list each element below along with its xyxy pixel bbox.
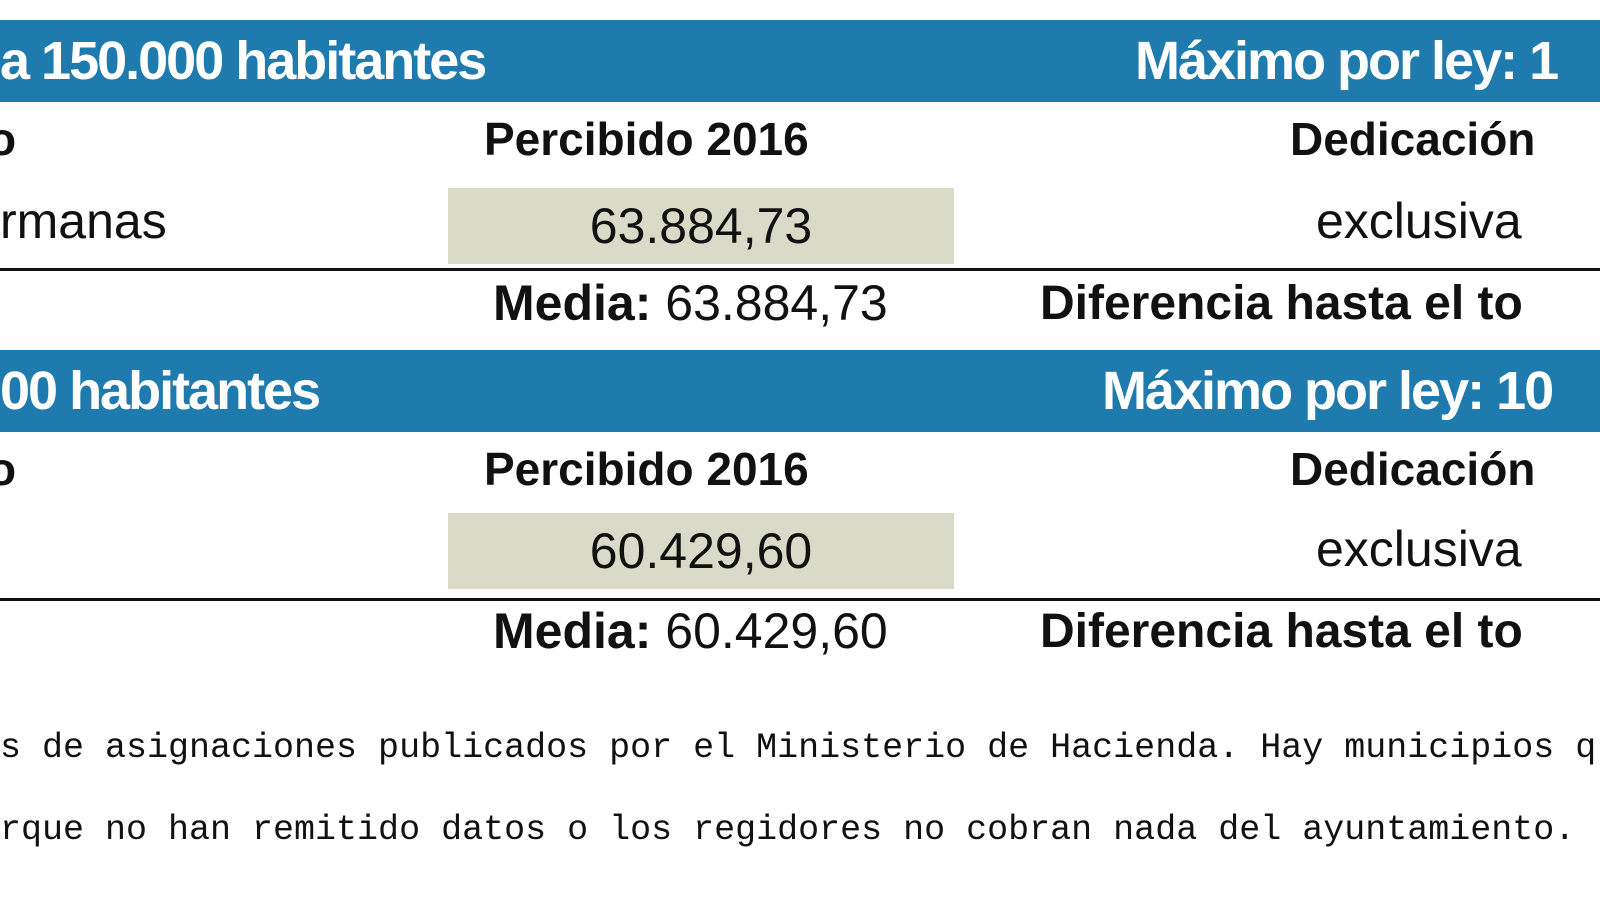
footnote-line-2: rque no han remitido datos o los regidor… xyxy=(0,810,1576,850)
section-1-divider xyxy=(0,268,1600,271)
footnote-line-1: s de asignaciones publicados por el Mini… xyxy=(0,728,1597,768)
section-2-media-value: 60.429,60 xyxy=(665,603,888,659)
section-2-title: 00 habitantes xyxy=(0,361,321,421)
section-1-header-band: a 150.000 habitantes Máximo por ley: 1 xyxy=(0,20,1600,102)
section-1-media-value: 63.884,73 xyxy=(665,275,888,331)
section-1-col-percibido: Percibido 2016 xyxy=(484,113,809,165)
section-1-title: a 150.000 habitantes xyxy=(0,31,487,91)
section-2-media-label: Media: xyxy=(493,603,652,659)
section-1-media-label: Media: xyxy=(493,275,652,331)
section-2-media: Media: 60.429,60 xyxy=(493,602,888,660)
section-2-col-partial: o xyxy=(0,443,17,495)
section-1-media: Media: 63.884,73 xyxy=(493,274,888,332)
section-1-diff-label: Diferencia hasta el to xyxy=(1040,277,1523,330)
section-2-header-band: 00 habitantes Máximo por ley: 10 xyxy=(0,350,1600,432)
section-1-max-by-law: Máximo por ley: 1 xyxy=(1135,31,1559,91)
section-2-max-by-law: Máximo por ley: 10 xyxy=(1102,361,1554,421)
section-2-row-dedicacion: exclusiva xyxy=(1316,521,1522,577)
section-1-row-value: 63.884,73 xyxy=(448,188,954,264)
section-2-diff-label: Diferencia hasta el to xyxy=(1040,605,1523,658)
section-2-col-percibido: Percibido 2016 xyxy=(484,443,809,495)
section-2-col-dedicacion: Dedicación xyxy=(1290,443,1536,495)
section-1-col-partial: o xyxy=(0,113,17,165)
section-1-row-dedicacion: exclusiva xyxy=(1316,193,1522,249)
section-2-row-value: 60.429,60 xyxy=(448,513,954,589)
section-2-divider xyxy=(0,598,1600,601)
section-1-row-name: rmanas xyxy=(0,193,167,249)
section-1-col-dedicacion: Dedicación xyxy=(1290,113,1536,165)
